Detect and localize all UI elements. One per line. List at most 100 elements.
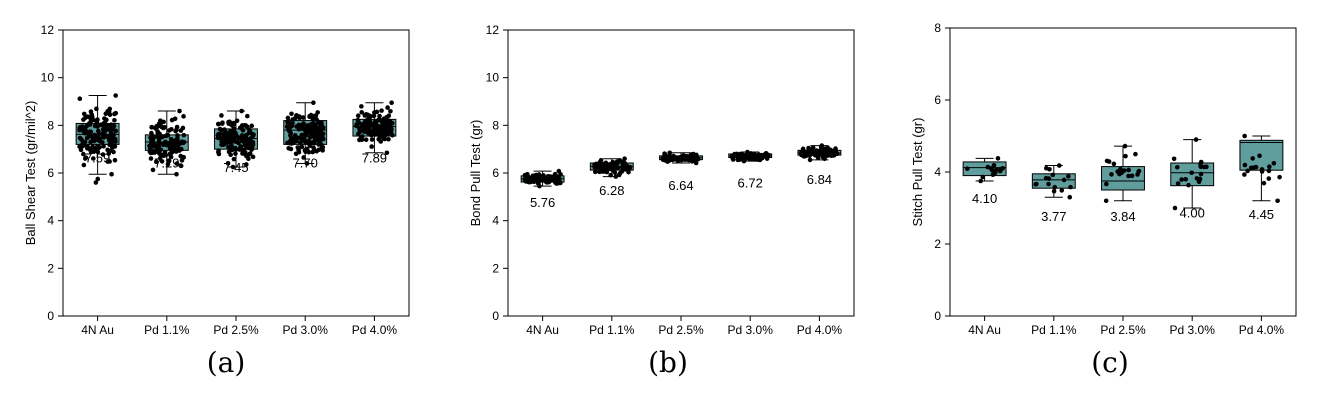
data-point: [989, 167, 995, 173]
data-point: [78, 147, 84, 153]
data-point: [285, 119, 290, 125]
y-tick-label: 2: [492, 261, 499, 275]
data-point: [83, 115, 88, 121]
data-point: [81, 111, 87, 117]
data-point: [1117, 171, 1122, 177]
data-point: [552, 177, 558, 183]
data-point: [670, 157, 675, 163]
x-tick-label: Pd 2.5%: [658, 323, 704, 337]
data-point: [113, 93, 118, 98]
data-point: [374, 109, 380, 115]
data-point: [239, 108, 244, 114]
data-point: [153, 159, 159, 165]
data-point: [1179, 177, 1184, 182]
data-point: [359, 137, 365, 142]
data-point: [608, 172, 613, 178]
data-point: [317, 135, 323, 141]
data-point: [382, 130, 388, 136]
data-point: [369, 137, 375, 142]
x-tick-label: Pd 2.5%: [1100, 323, 1146, 337]
x-tick-label: Pd 3.0%: [283, 323, 329, 337]
data-point: [109, 171, 114, 177]
panel-caption: (a): [207, 346, 246, 379]
data-point: [155, 142, 161, 148]
data-point: [159, 124, 164, 130]
data-point: [220, 120, 225, 125]
data-point: [290, 117, 296, 122]
mean-value-label: 6.28: [599, 183, 624, 198]
data-point: [821, 148, 827, 153]
box-group-1: 4N Au 4.10: [962, 156, 1007, 337]
data-point: [239, 138, 245, 144]
data-point: [166, 158, 172, 164]
data-point: [175, 133, 180, 138]
data-point: [373, 132, 378, 137]
chart-panel-1: 0 2 4 6 8 10 12 Ball Shear Test (gr/mil^2) 4N Au…: [23, 23, 410, 379]
x-tick-label: Pd 1.1%: [1031, 323, 1077, 337]
data-point: [231, 156, 237, 162]
data-point: [100, 140, 105, 145]
data-point: [112, 111, 117, 117]
y-tick-label: 6: [492, 166, 499, 180]
data-point: [157, 156, 163, 161]
data-point: [607, 166, 613, 172]
data-point: [355, 113, 361, 119]
data-point: [1126, 173, 1131, 179]
x-tick-label: 4N Au: [81, 323, 114, 337]
data-point: [1242, 133, 1247, 139]
data-point: [301, 155, 306, 160]
data-point: [241, 148, 247, 153]
data-point: [359, 110, 365, 115]
data-point: [249, 131, 255, 137]
data-point: [377, 113, 382, 119]
data-point: [94, 145, 99, 151]
data-point: [1111, 161, 1117, 167]
data-point: [382, 136, 387, 142]
data-point: [593, 166, 598, 172]
box-group-4: Pd 3.0% 7.70: [283, 100, 329, 337]
data-point: [88, 129, 94, 135]
data-point: [765, 153, 771, 158]
data-point: [812, 152, 818, 158]
data-point: [995, 156, 1001, 161]
data-point: [316, 119, 321, 125]
data-point: [225, 135, 231, 140]
data-point: [363, 137, 369, 142]
data-point: [1271, 160, 1277, 166]
data-point: [389, 100, 394, 105]
data-point: [112, 117, 117, 123]
data-point: [303, 140, 309, 145]
data-point: [730, 155, 735, 161]
data-point: [101, 143, 106, 149]
y-tick-label: 8: [492, 118, 499, 132]
data-point: [613, 174, 619, 179]
mean-value-label: 7.29: [154, 155, 179, 170]
box-group-2: Pd 1.1% 3.77: [1031, 163, 1077, 337]
data-point: [1066, 174, 1071, 179]
data-point: [148, 144, 154, 150]
data-point: [230, 164, 236, 170]
data-point: [90, 144, 95, 149]
data-point: [319, 123, 325, 128]
x-tick-label: Pd 4.0%: [352, 323, 398, 337]
data-point: [103, 111, 109, 117]
data-point: [626, 166, 632, 172]
data-point: [105, 126, 111, 131]
data-point: [1122, 143, 1128, 149]
data-point: [355, 131, 361, 137]
y-tick-label: 4: [492, 214, 499, 228]
data-point: [369, 132, 374, 138]
data-point: [1186, 182, 1191, 188]
data-point: [759, 155, 765, 161]
data-point: [679, 157, 684, 162]
data-point: [233, 151, 238, 156]
box-group-4: Pd 3.0% 6.72: [728, 149, 773, 337]
data-point: [87, 122, 93, 127]
data-point: [233, 139, 238, 144]
data-point: [390, 120, 395, 126]
y-axis-label: Stitch Pull Test (gr): [910, 118, 925, 227]
data-point: [1259, 167, 1265, 172]
data-point: [1197, 176, 1203, 182]
data-point: [246, 127, 252, 132]
data-point: [556, 177, 562, 182]
